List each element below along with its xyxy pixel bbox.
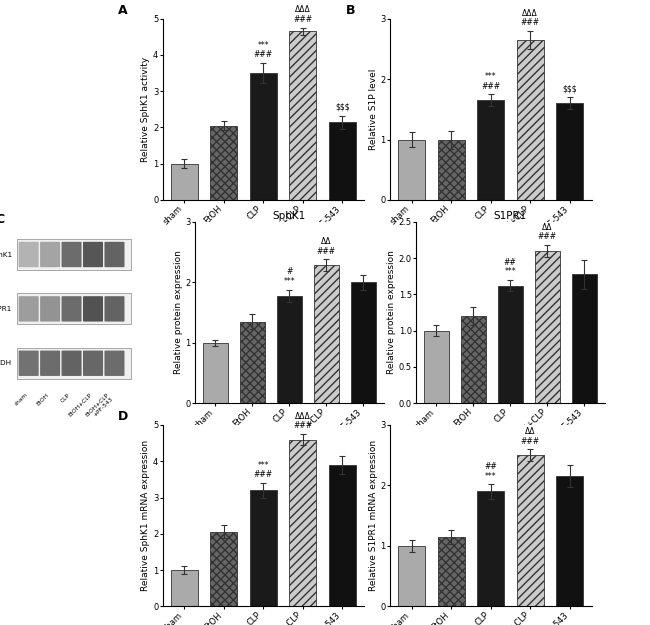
Bar: [461, 316, 486, 403]
Text: ***
###: *** ###: [481, 72, 500, 91]
Text: ***
###: *** ###: [254, 41, 273, 59]
Bar: [171, 570, 198, 606]
FancyBboxPatch shape: [105, 296, 125, 321]
Title: SphK1: SphK1: [272, 211, 306, 221]
Bar: [171, 164, 198, 200]
Y-axis label: Relative SphK1 mRNA expression: Relative SphK1 mRNA expression: [141, 440, 150, 591]
Text: CLP: CLP: [60, 392, 72, 404]
FancyBboxPatch shape: [19, 351, 39, 376]
Bar: [438, 537, 465, 606]
Text: ##
***: ## ***: [484, 462, 497, 481]
Bar: [398, 139, 425, 200]
Bar: [289, 439, 316, 606]
Bar: [314, 266, 339, 403]
Bar: [424, 331, 449, 403]
Bar: [556, 103, 583, 200]
Text: sham: sham: [14, 392, 29, 408]
FancyBboxPatch shape: [16, 239, 131, 270]
Bar: [398, 546, 425, 606]
Bar: [350, 282, 376, 403]
Text: ΔΔΔ
###: ΔΔΔ ###: [521, 9, 539, 28]
Text: S1PR1: S1PR1: [0, 306, 12, 312]
Bar: [535, 251, 560, 403]
Text: D: D: [118, 411, 129, 424]
Y-axis label: Relative protein expression: Relative protein expression: [174, 251, 183, 374]
Bar: [571, 274, 597, 403]
FancyBboxPatch shape: [83, 351, 103, 376]
Bar: [250, 73, 277, 200]
Bar: [329, 122, 356, 200]
Text: EtOH+CLP
+PF-543: EtOH+CLP +PF-543: [84, 392, 114, 422]
Text: ##
***: ## ***: [504, 258, 517, 276]
Bar: [517, 455, 543, 606]
FancyBboxPatch shape: [40, 351, 60, 376]
Text: EtOH: EtOH: [36, 392, 50, 406]
Text: ΔΔ
###: ΔΔ ###: [521, 427, 539, 446]
Text: ΔΔ
###: ΔΔ ###: [317, 237, 336, 256]
Bar: [438, 139, 465, 200]
FancyBboxPatch shape: [83, 296, 103, 321]
FancyBboxPatch shape: [62, 296, 82, 321]
Bar: [211, 126, 237, 200]
Bar: [556, 476, 583, 606]
Bar: [250, 490, 277, 606]
Text: $$$: $$$: [335, 103, 350, 112]
Text: #
***: # ***: [283, 268, 295, 286]
Bar: [329, 465, 356, 606]
Text: A: A: [118, 4, 128, 18]
FancyBboxPatch shape: [40, 296, 60, 321]
FancyBboxPatch shape: [105, 351, 125, 376]
Bar: [477, 491, 504, 606]
Text: SphK1: SphK1: [0, 251, 12, 258]
FancyBboxPatch shape: [105, 242, 125, 268]
Text: C: C: [0, 213, 4, 226]
Text: $$$: $$$: [562, 84, 577, 94]
Text: ΔΔΔ
###: ΔΔΔ ###: [293, 6, 312, 24]
FancyBboxPatch shape: [19, 296, 39, 321]
FancyBboxPatch shape: [16, 294, 131, 324]
Text: EtOH+CLP: EtOH+CLP: [68, 392, 93, 418]
Bar: [277, 296, 302, 403]
Bar: [211, 532, 237, 606]
Text: ***
###: *** ###: [254, 461, 273, 479]
Bar: [477, 100, 504, 200]
Text: B: B: [346, 4, 355, 18]
Bar: [203, 342, 228, 403]
FancyBboxPatch shape: [16, 348, 131, 379]
Y-axis label: Relative protein expression: Relative protein expression: [387, 251, 396, 374]
Bar: [498, 286, 523, 403]
Y-axis label: Relative SphK1 activity: Relative SphK1 activity: [141, 57, 150, 162]
Text: ΔΔΔ
###: ΔΔΔ ###: [293, 412, 312, 431]
FancyBboxPatch shape: [19, 242, 39, 268]
Title: S1PR1: S1PR1: [493, 211, 527, 221]
Bar: [240, 321, 265, 403]
FancyBboxPatch shape: [62, 242, 82, 268]
Text: ΔΔ
###: ΔΔ ###: [538, 222, 557, 241]
Y-axis label: Relative S1P level: Relative S1P level: [369, 69, 378, 150]
Y-axis label: Relative S1PR1 mRNA expression: Relative S1PR1 mRNA expression: [369, 440, 378, 591]
FancyBboxPatch shape: [62, 351, 82, 376]
FancyBboxPatch shape: [40, 242, 60, 268]
Bar: [289, 31, 316, 200]
FancyBboxPatch shape: [83, 242, 103, 268]
Bar: [517, 40, 543, 200]
Text: GAPDH: GAPDH: [0, 360, 12, 366]
